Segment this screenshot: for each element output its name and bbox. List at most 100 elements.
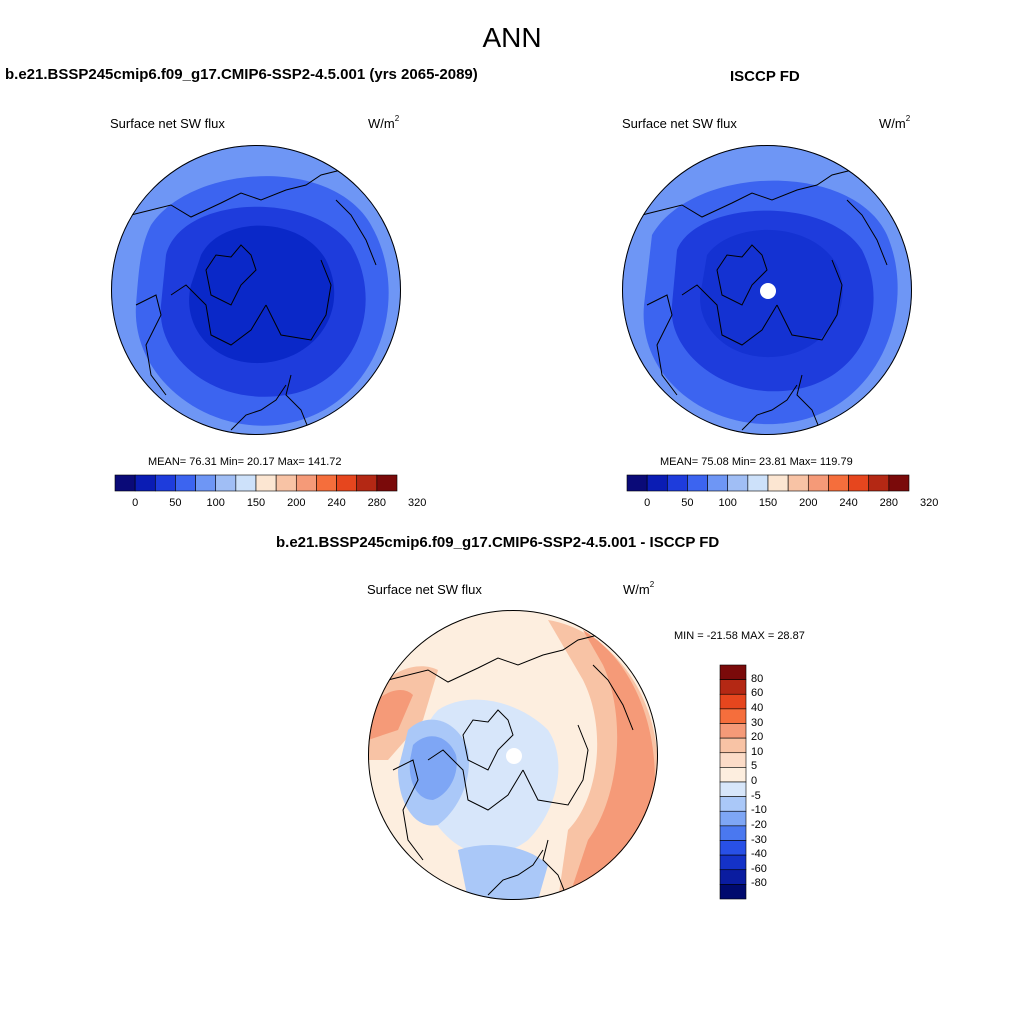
colorbar-swatch — [687, 474, 708, 492]
colorbar-tick-label: 20 — [751, 731, 764, 744]
colorbar-tick-label: -20 — [751, 818, 767, 831]
colorbar-tick-label: 0 — [644, 497, 651, 509]
colorbar-swatch — [275, 474, 297, 492]
colorbar-swatch — [828, 474, 849, 492]
colorbar-tick-label: 150 — [246, 497, 266, 509]
model-variable-label: Surface net SW flux — [110, 116, 225, 131]
diff-missing-pole — [506, 748, 522, 764]
colorbar-swatch — [646, 474, 668, 492]
diff-colorbar — [719, 664, 747, 900]
colorbar-tick-label: 30 — [751, 716, 764, 729]
colorbar-swatch — [707, 474, 729, 492]
model-polar-map — [111, 145, 401, 435]
model-coastlines — [130, 169, 377, 435]
colorbar-tick-label: 240 — [327, 497, 346, 509]
colorbar-swatch — [727, 474, 749, 492]
colorbar-swatch — [316, 474, 337, 492]
colorbar-swatch — [376, 474, 398, 492]
colorbar-tick-label: 100 — [718, 497, 737, 509]
obs-colorbar — [626, 474, 910, 492]
model-colorbar — [114, 474, 398, 492]
colorbar-swatch — [356, 474, 378, 492]
obs-coastlines — [641, 169, 888, 435]
colorbar-swatch — [336, 474, 358, 492]
colorbar-tick-label: 0 — [132, 497, 139, 509]
colorbar-swatch — [719, 693, 747, 710]
colorbar-tick-label: 240 — [839, 497, 858, 509]
diff-field-warm2-east — [568, 630, 655, 900]
colorbar-tick-label: 320 — [407, 497, 427, 509]
colorbar-tick-label: 50 — [681, 497, 694, 509]
colorbar-swatch — [747, 474, 769, 492]
colorbar-swatch — [295, 474, 317, 492]
colorbar-swatch — [888, 474, 910, 492]
colorbar-swatch — [807, 474, 829, 492]
colorbar-swatch — [719, 810, 747, 827]
colorbar-tick-label: 10 — [751, 745, 764, 758]
diff-field-warm2-west — [368, 690, 413, 740]
colorbar-swatch — [626, 474, 648, 492]
colorbar-swatch — [719, 767, 747, 783]
colorbar-tick-label: -30 — [751, 833, 767, 846]
model-stats: MEAN= 76.31 Min= 20.17 Max= 141.72 — [148, 456, 342, 468]
colorbar-tick-label: -10 — [751, 804, 767, 817]
obs-panel-header: ISCCP FD — [730, 68, 800, 85]
colorbar-tick-label: 40 — [751, 701, 764, 714]
colorbar-tick-label: 280 — [367, 497, 387, 509]
figure-title: ANN — [482, 22, 542, 53]
colorbar-swatch — [719, 723, 747, 739]
colorbar-tick-label: 80 — [751, 672, 764, 685]
colorbar-swatch — [134, 474, 156, 492]
colorbar-swatch — [154, 474, 176, 492]
model-field-core — [189, 225, 335, 364]
colorbar-swatch — [767, 474, 789, 492]
model-panel-header: b.e21.BSSP245cmip6.f09_g17.CMIP6-SSP2-4.… — [5, 66, 478, 83]
colorbar-swatch — [848, 474, 870, 492]
obs-variable-label: Surface net SW flux — [622, 116, 737, 131]
colorbar-tick-label: 200 — [799, 497, 818, 509]
colorbar-swatch — [195, 474, 217, 492]
colorbar-tick-label: 200 — [287, 497, 306, 509]
colorbar-swatch — [787, 474, 809, 492]
colorbar-swatch — [175, 474, 196, 492]
colorbar-swatch — [719, 840, 747, 856]
colorbar-swatch — [255, 474, 277, 492]
colorbar-swatch — [719, 796, 747, 812]
colorbar-swatch — [868, 474, 890, 492]
diff-panel-header: b.e21.BSSP245cmip6.f09_g17.CMIP6-SSP2-4.… — [276, 534, 720, 551]
colorbar-tick-label: -40 — [751, 848, 767, 861]
colorbar-tick-label: -5 — [751, 789, 761, 802]
colorbar-swatch — [719, 825, 747, 841]
colorbar-tick-label: 280 — [879, 497, 899, 509]
diff-units-label: W/m2 — [623, 580, 655, 597]
colorbar-tick-label: 150 — [758, 497, 778, 509]
obs-polar-map — [622, 145, 912, 435]
diff-coastlines — [387, 634, 634, 900]
colorbar-swatch — [719, 664, 747, 680]
colorbar-swatch — [719, 708, 747, 724]
colorbar-tick-label: 100 — [206, 497, 225, 509]
diff-polar-map — [368, 610, 658, 900]
colorbar-tick-label: 60 — [751, 687, 764, 700]
obs-missing-pole — [760, 283, 776, 299]
colorbar-swatch — [719, 884, 747, 900]
colorbar-tick-label: -60 — [751, 862, 767, 875]
colorbar-swatch — [719, 737, 747, 754]
obs-units-label: W/m2 — [879, 114, 911, 131]
colorbar-swatch — [114, 474, 136, 492]
diff-stats: MIN = -21.58 MAX = 28.87 — [674, 630, 805, 642]
diff-variable-label: Surface net SW flux — [367, 582, 482, 597]
obs-stats: MEAN= 75.08 Min= 23.81 Max= 119.79 — [660, 456, 853, 468]
colorbar-tick-label: 5 — [751, 760, 758, 773]
colorbar-swatch — [666, 474, 688, 492]
colorbar-tick-label: 50 — [169, 497, 182, 509]
colorbar-tick-label: 320 — [919, 497, 939, 509]
colorbar-swatch — [719, 679, 747, 695]
colorbar-swatch — [215, 474, 237, 492]
colorbar-swatch — [719, 869, 747, 885]
model-units-label: W/m2 — [368, 114, 400, 131]
colorbar-swatch — [235, 474, 257, 492]
colorbar-swatch — [719, 781, 747, 797]
colorbar-tick-label: 0 — [751, 775, 758, 787]
diff-field-cool2-south — [458, 845, 548, 900]
